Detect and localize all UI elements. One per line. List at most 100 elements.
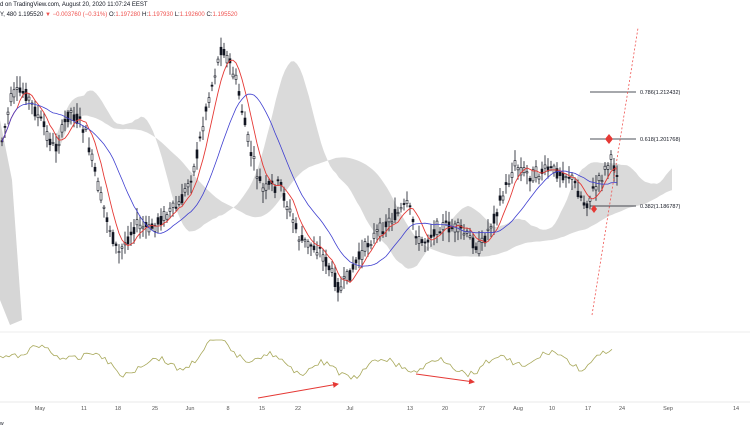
- x-tick-label: 11: [81, 406, 87, 412]
- candle-body: [93, 166, 97, 172]
- x-tick-label: Aug: [513, 406, 523, 412]
- candle-body: [474, 246, 478, 250]
- candle-body: [390, 221, 394, 224]
- candle-body: [231, 73, 235, 78]
- dashed-trendline: [591, 27, 639, 316]
- candle-body: [306, 241, 310, 248]
- candle-body: [363, 241, 367, 252]
- indicator-lines: [1, 59, 618, 283]
- candle-body: [399, 207, 403, 210]
- candle-body: [60, 124, 64, 133]
- candle-body: [318, 246, 322, 249]
- candle-body: [471, 237, 475, 249]
- candle-body: [462, 233, 466, 236]
- candle-body: [63, 119, 67, 123]
- candle-body: [291, 219, 295, 223]
- candle-body: [414, 236, 418, 239]
- change-down-icon: ▼: [44, 12, 51, 18]
- candle-body: [537, 176, 541, 180]
- candle-body: [309, 244, 313, 247]
- x-tick-label: 13: [407, 406, 413, 412]
- candle-body: [336, 282, 340, 293]
- candle-body: [216, 58, 220, 63]
- x-tick-label: 20: [442, 406, 448, 412]
- candle-body: [222, 48, 226, 56]
- candle-body: [243, 117, 247, 126]
- candle-body: [132, 227, 136, 234]
- candle-body: [9, 93, 13, 103]
- candle-body: [24, 88, 28, 101]
- candle-body: [201, 126, 205, 132]
- candle-body: [477, 240, 481, 255]
- candle-body: [102, 206, 106, 209]
- candle-body: [261, 187, 265, 192]
- candle-body: [381, 231, 385, 235]
- candle-body: [360, 250, 364, 260]
- candle-body: [156, 217, 160, 225]
- marker-0382: [591, 205, 597, 213]
- candle-body: [276, 179, 280, 182]
- x-tick-label: Sep: [663, 406, 673, 412]
- candle-body: [81, 129, 85, 133]
- candle-body: [150, 223, 154, 229]
- candle-body: [531, 169, 535, 182]
- candle-body: [174, 206, 178, 209]
- candle-body: [165, 214, 169, 220]
- candle-body: [351, 264, 355, 270]
- candle-body: [300, 235, 304, 241]
- candle-body: [45, 131, 49, 141]
- candle-body: [198, 136, 202, 139]
- candle-body: [579, 195, 583, 198]
- candle-body: [33, 106, 37, 117]
- candle-body: [528, 177, 532, 182]
- last-price: 1.195520: [18, 12, 44, 18]
- open-value: 1.197280: [115, 12, 141, 18]
- candle-body: [594, 186, 598, 191]
- candle-body: [534, 166, 538, 178]
- candle-body: [405, 200, 409, 204]
- high-label: H:: [142, 12, 149, 18]
- candle-body: [186, 183, 190, 188]
- candle-body: [555, 168, 559, 179]
- candle-body: [600, 180, 604, 183]
- candle-body: [252, 156, 256, 159]
- candle-body: [3, 125, 7, 128]
- candle-body: [411, 218, 415, 223]
- candle-body: [435, 220, 439, 236]
- candle-body: [267, 180, 271, 185]
- publish-info: d on TradingView.com, August 20, 2020 11…: [0, 2, 148, 8]
- candle-body: [372, 232, 376, 239]
- candle-body: [393, 209, 397, 221]
- x-tick-label: 18: [115, 406, 121, 412]
- candle-body: [99, 192, 103, 201]
- candle-body: [120, 246, 124, 249]
- candle-body: [51, 142, 55, 144]
- candle-body: [6, 111, 10, 115]
- candle-body: [234, 74, 238, 80]
- candles: [0, 37, 619, 302]
- footer-fragment: w: [0, 421, 4, 427]
- cloud-band: [57, 61, 672, 269]
- candle-body: [303, 239, 307, 242]
- candle-body: [486, 228, 490, 231]
- candle-body: [207, 97, 211, 103]
- candle-body: [609, 154, 613, 160]
- candle-body: [72, 114, 76, 121]
- candle-body: [153, 224, 157, 232]
- candle-body: [66, 111, 70, 123]
- candle-body: [597, 175, 601, 181]
- candle-body: [354, 259, 358, 264]
- candle-body: [111, 232, 115, 244]
- candle-body: [378, 222, 382, 237]
- candle-body: [576, 190, 580, 197]
- x-tick-label: 15: [259, 406, 265, 412]
- fib-label-0.382: 0.382(1.186787): [640, 204, 681, 210]
- candle-body: [549, 166, 553, 169]
- candle-body: [180, 194, 184, 204]
- candle-body: [357, 251, 361, 260]
- candle-body: [453, 223, 457, 233]
- candle-body: [237, 91, 241, 96]
- candle-body: [408, 205, 412, 208]
- candle-body: [75, 113, 79, 124]
